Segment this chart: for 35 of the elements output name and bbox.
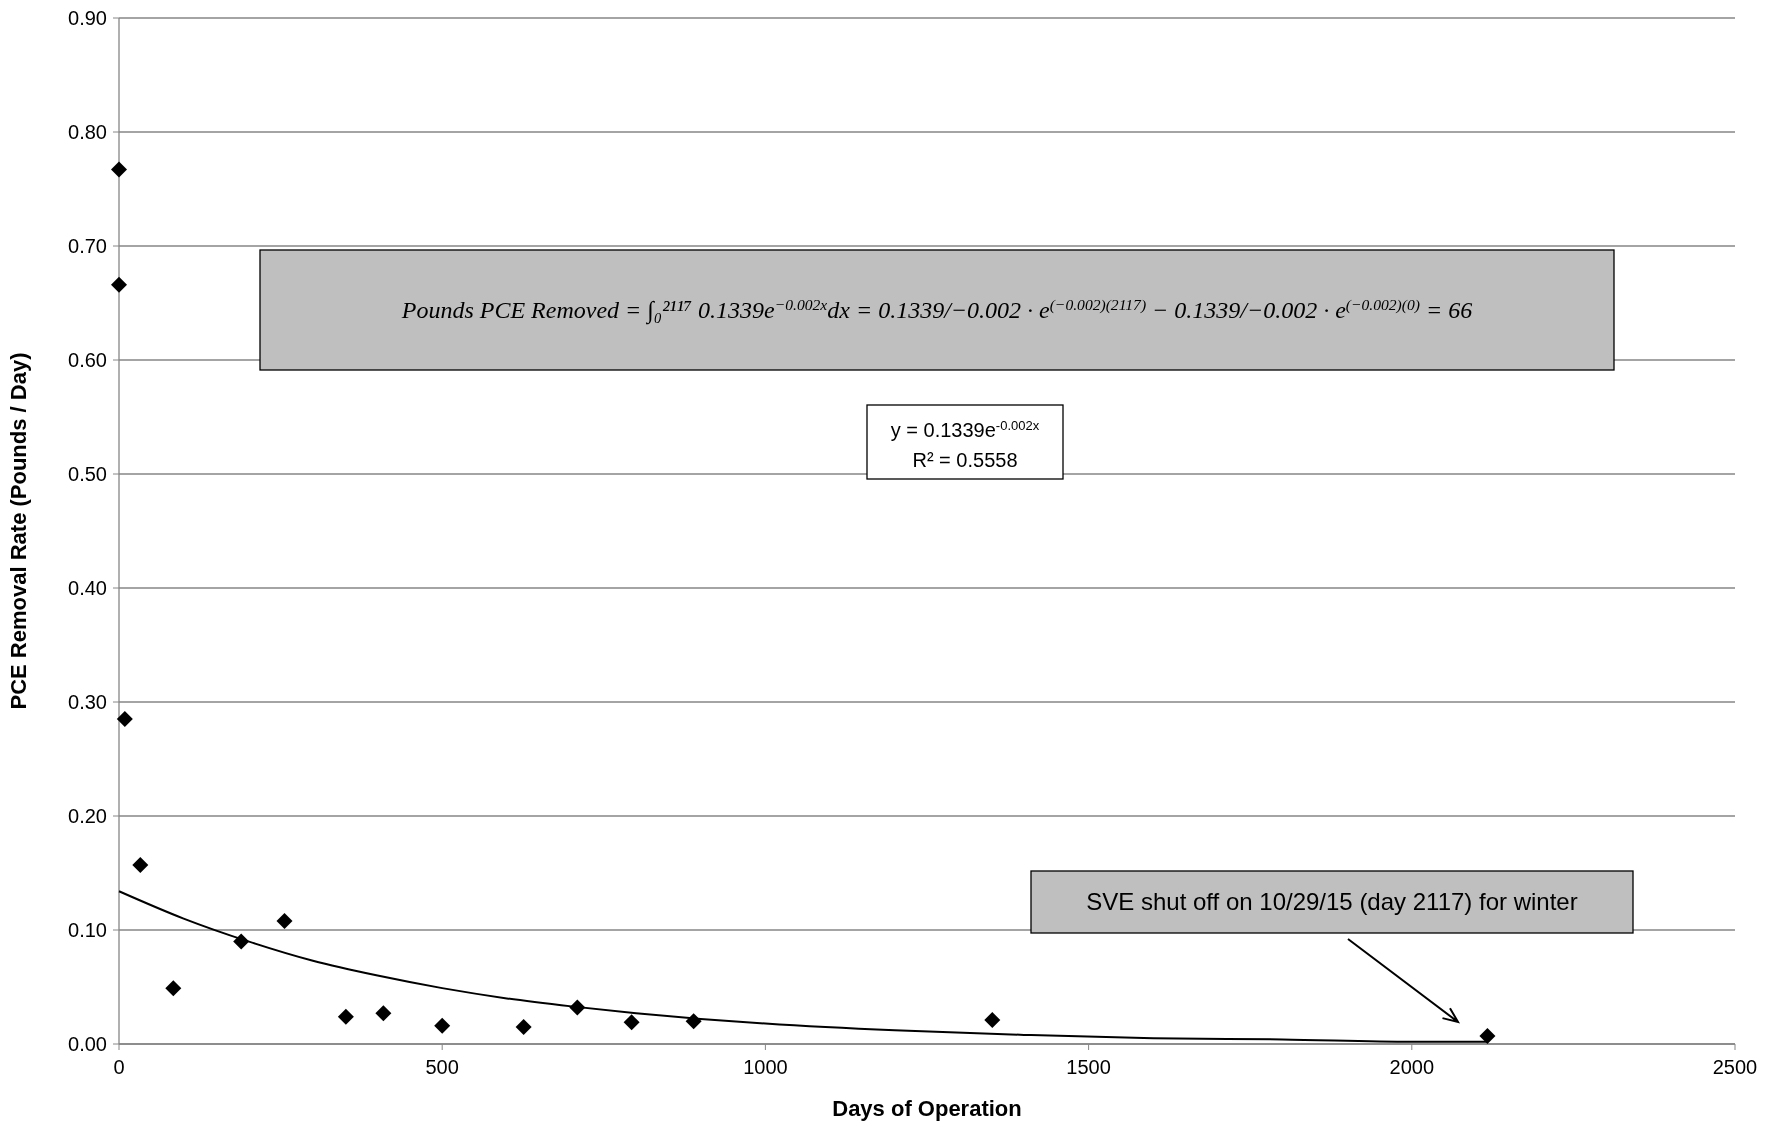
- point: [434, 1017, 451, 1034]
- y-tick-label: 0.70: [68, 235, 107, 257]
- annotation: y = 0.1339e$^{-0.002x}$: [890, 417, 1040, 441]
- y-tick-label: 0.80: [68, 121, 107, 143]
- point: [165, 980, 182, 997]
- point: [132, 857, 149, 874]
- y-tick-label: 0.40: [68, 577, 107, 599]
- y-tick-label: 0.00: [68, 1033, 107, 1055]
- y-tick-label: 0.60: [68, 349, 107, 371]
- point: [984, 1012, 1001, 1029]
- x-tick-label: 2000: [1389, 1056, 1435, 1078]
- y-axis-title: PCE Removal Rate (Pounds / Day): [6, 352, 31, 710]
- annotation: Pounds PCE Removed = ∫₀²¹¹⁷ 0.1339e$^{−0.002x}$dx = 0.1339/−0.002 · e$^{(−0.002)(2117)}$ − 0.1339/−0.002 · e$^{(−0.002)(0)}$ = 66: [400, 295, 1473, 326]
- point: [116, 711, 133, 728]
- point: [375, 1005, 392, 1022]
- x-axis-title: Days of Operation: [832, 1096, 1022, 1121]
- point: [1479, 1028, 1496, 1045]
- point: [276, 912, 293, 929]
- x-tick-label: 1500: [1066, 1056, 1111, 1078]
- point: [111, 161, 127, 178]
- point: [111, 276, 127, 293]
- x-tick-label: 2500: [1712, 1056, 1758, 1078]
- point: [337, 1008, 354, 1025]
- annotation: R² = 0.5558: [912, 449, 1018, 471]
- y-tick-label: 0.90: [68, 7, 107, 29]
- y-tick-label: 0.20: [68, 805, 107, 827]
- point: [515, 1018, 532, 1035]
- x-tick-label: 1000: [743, 1056, 788, 1078]
- x-tick-label: 500: [425, 1056, 459, 1078]
- y-tick-label: 0.50: [68, 463, 107, 485]
- x-tick-label: 0: [113, 1056, 125, 1078]
- y-tick-label: 0.30: [68, 691, 107, 713]
- y-tick-label: 0.10: [68, 919, 107, 941]
- annotation: SVE shut off on 10/29/15 (day 2117) for winter: [1086, 888, 1578, 916]
- point: [623, 1014, 640, 1031]
